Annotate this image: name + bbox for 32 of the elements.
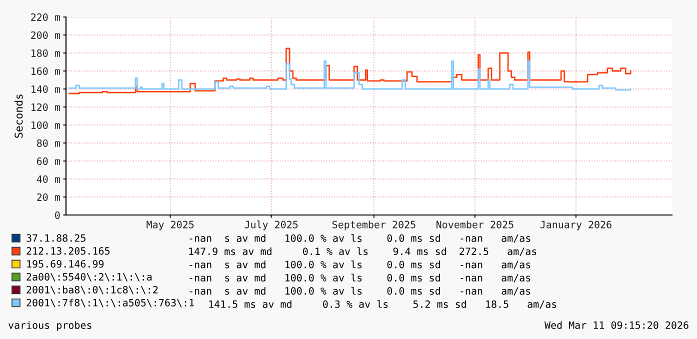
y-tick-label: 100 m [32, 121, 60, 129]
legend-label: 2a00\:5540\:2\:1\:\:a [26, 273, 152, 282]
legend-label: 2001\:7f8\:1\:\:a505\:763\:1 [26, 298, 194, 308]
y-tick-label: 160 m [32, 67, 60, 75]
y-tick-label: 40 m [36, 175, 60, 183]
legend-label: 195.69.146.99 [27, 260, 104, 268]
text: Wed Mar 11 09:15:20 2026 [544, 321, 688, 329]
text: 147.9 ms av md 0.1 % av ls 9.4 ms sd 272.5 am/as [189, 247, 536, 256]
x-tick-label: November 2025 [436, 220, 514, 228]
x-tick-label: September 2025 [332, 220, 416, 230]
y-axis-title: Seconds [14, 94, 23, 138]
text: -nan s av md 100.0 % av ls 0.0 ms sd -nan am/as [190, 234, 530, 243]
y-tick-label: 180 m [32, 49, 60, 57]
y-tick-label: 0 [55, 211, 60, 219]
y-tick-label: 200 m [31, 31, 60, 39]
y-tick-label: 60 m [37, 157, 60, 165]
y-tick-label: 220 m [31, 13, 60, 21]
legend-label: 2001\:ba8\:0\:1c8\:\:2 [26, 286, 158, 294]
text: -nan s av md 100.0 % av ls 0.0 ms sd -nan am/as [190, 274, 530, 282]
text: -nan s av md 100.0 % av ls 0.0 ms sd -nan am/as [190, 286, 530, 296]
legend-label: 212.13.205.165 [26, 247, 110, 255]
legend-label: 37.1.88.25 [26, 234, 86, 242]
text: -nan s av md 100.0 % av ls 0.0 ms sd -nan am/as [190, 260, 530, 270]
text: various probes [8, 321, 92, 331]
x-tick-label: May 2025 [146, 220, 194, 230]
y-tick-label: 120 m [32, 103, 60, 111]
y-tick-label: 140 m [32, 85, 60, 93]
x-tick-label: January 2026 [540, 220, 612, 230]
text: 141.5 ms av md 0.3 % av ls 5.2 ms sd 18.5 am/as [209, 300, 556, 309]
x-tick-label: July 2025 [244, 220, 298, 230]
y-tick-label: 20 m [37, 193, 60, 201]
y-tick-label: 80 m [37, 139, 60, 147]
